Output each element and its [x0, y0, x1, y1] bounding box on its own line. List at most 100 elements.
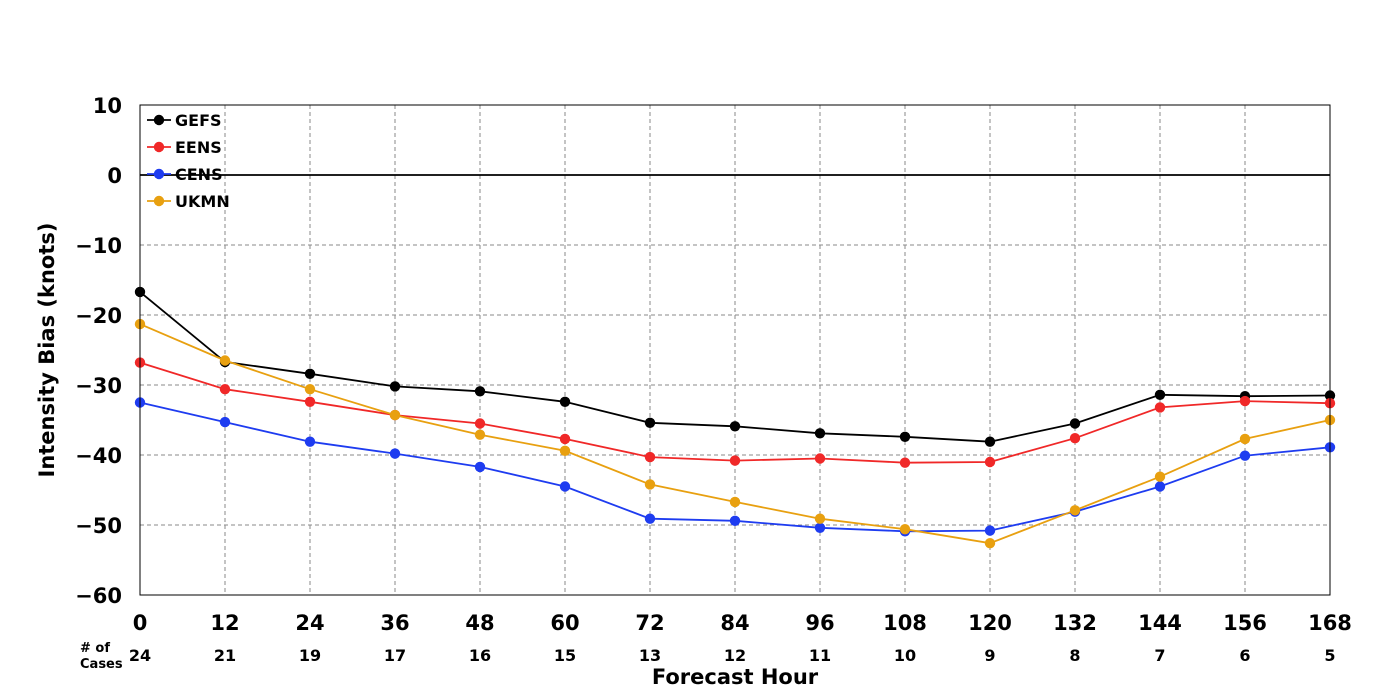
case-count: 7 [1154, 646, 1165, 665]
data-point-eens [559, 433, 571, 445]
data-point-gefs [644, 417, 656, 428]
data-point-ukmn [474, 429, 486, 440]
data-point-ukmn [984, 538, 996, 549]
case-counts: 24 21 19 17 16 15 13 12 11 10 9 8 7 6 5 [129, 646, 1336, 665]
y-axis-title: Intensity Bias (knots) [35, 223, 59, 478]
y-tick-label: −30 [75, 374, 122, 398]
data-point-eens [219, 384, 231, 395]
data-point-gefs [304, 368, 316, 379]
data-point-cens [304, 436, 316, 447]
legend-label: EENS [175, 138, 222, 157]
case-count: 6 [1239, 646, 1250, 665]
y-tick-label: −40 [75, 444, 122, 468]
data-point-gefs [984, 436, 996, 447]
case-count: 11 [809, 646, 831, 665]
series-line-eens [139, 361, 1331, 464]
data-point-cens [729, 515, 741, 526]
data-point-ukmn [814, 513, 826, 524]
series-line-ukmn [139, 323, 1331, 545]
data-point-eens [814, 453, 826, 464]
y-tick-label: −10 [75, 234, 122, 258]
data-point-eens [304, 396, 316, 407]
case-count: 8 [1069, 646, 1080, 665]
data-point-cens [1239, 450, 1251, 461]
y-tick-label: 0 [107, 164, 122, 188]
series-gefs [134, 286, 1336, 447]
x-tick-label: 96 [805, 611, 834, 635]
series-cens [134, 397, 1336, 537]
legend-item-ukmn: UKMN [147, 192, 230, 211]
data-point-cens [219, 416, 231, 428]
x-tick-labels: 0 12 24 36 48 60 72 84 96 108 120 132 144 156 168 [133, 611, 1352, 635]
data-point-eens [899, 457, 911, 468]
plot-frame [139, 104, 1331, 596]
case-count: 15 [554, 646, 576, 665]
case-count: 17 [384, 646, 406, 665]
legend-swatch-marker [153, 114, 165, 126]
data-point-eens [1154, 402, 1166, 413]
data-point-eens [984, 456, 996, 468]
y-tick-labels: 10 0 −10 −20 −30 −40 −50 −60 [75, 94, 122, 608]
data-point-gefs [1069, 418, 1081, 429]
legend: GEFS EENS CENS UKMN [147, 111, 230, 211]
data-point-eens [729, 455, 741, 466]
data-point-cens [1154, 481, 1166, 492]
data-point-ukmn [1154, 471, 1166, 482]
series-eens [134, 357, 1336, 468]
data-point-cens [559, 481, 571, 492]
legend-label: CENS [175, 165, 223, 184]
x-tick-label: 60 [550, 611, 579, 635]
data-point-cens [389, 448, 401, 459]
cases-label-line-2: Cases [80, 657, 123, 672]
x-tick-label: 72 [635, 611, 664, 635]
x-tick-label: 132 [1053, 611, 1097, 635]
data-point-cens [814, 522, 826, 533]
data-point-ukmn [1069, 505, 1081, 516]
case-count: 16 [469, 646, 491, 665]
data-point-gefs [1154, 389, 1166, 400]
data-point-gefs [899, 431, 911, 442]
data-point-eens [644, 451, 656, 463]
x-tick-label: 36 [380, 611, 409, 635]
data-point-ukmn [644, 479, 656, 490]
case-count: 13 [639, 646, 661, 665]
x-tick-label: 48 [465, 611, 494, 635]
legend-item-gefs: GEFS [147, 111, 222, 130]
y-tick-label: −20 [75, 304, 122, 328]
data-point-eens [474, 418, 486, 429]
data-point-ukmn [1239, 433, 1251, 445]
data-point-gefs [814, 428, 826, 439]
legend-swatch-marker [153, 168, 165, 180]
data-point-ukmn [389, 409, 401, 421]
data-point-ukmn [899, 524, 911, 535]
x-tick-label: 144 [1138, 611, 1182, 635]
x-axis-title: Forecast Hour [652, 665, 819, 689]
data-point-cens [474, 461, 486, 473]
case-count: 21 [214, 646, 236, 665]
y-tick-label: −50 [75, 514, 122, 538]
x-tick-label: 24 [295, 611, 324, 635]
data-point-gefs [559, 396, 571, 407]
x-tick-label: 168 [1308, 611, 1352, 635]
series-group [134, 286, 1336, 549]
data-point-ukmn [729, 496, 741, 508]
cases-label-line-1: # of [80, 641, 110, 656]
legend-swatch-marker [153, 141, 165, 153]
legend-swatch-marker [153, 195, 165, 207]
case-count: 9 [984, 646, 995, 665]
legend-label: GEFS [175, 111, 222, 130]
x-tick-label: 12 [210, 611, 239, 635]
series-ukmn [134, 318, 1336, 549]
data-point-gefs [389, 381, 401, 392]
data-point-eens [1069, 433, 1081, 444]
case-count: 12 [724, 646, 746, 665]
data-point-eens [1239, 395, 1251, 407]
case-count: 5 [1324, 646, 1335, 665]
data-point-ukmn [219, 355, 231, 366]
x-tick-label: 120 [968, 611, 1012, 635]
data-point-gefs [474, 386, 486, 397]
legend-item-cens: CENS [147, 165, 223, 184]
x-tick-label: 0 [133, 611, 148, 635]
case-count: 10 [894, 646, 916, 665]
data-point-cens [644, 513, 656, 524]
